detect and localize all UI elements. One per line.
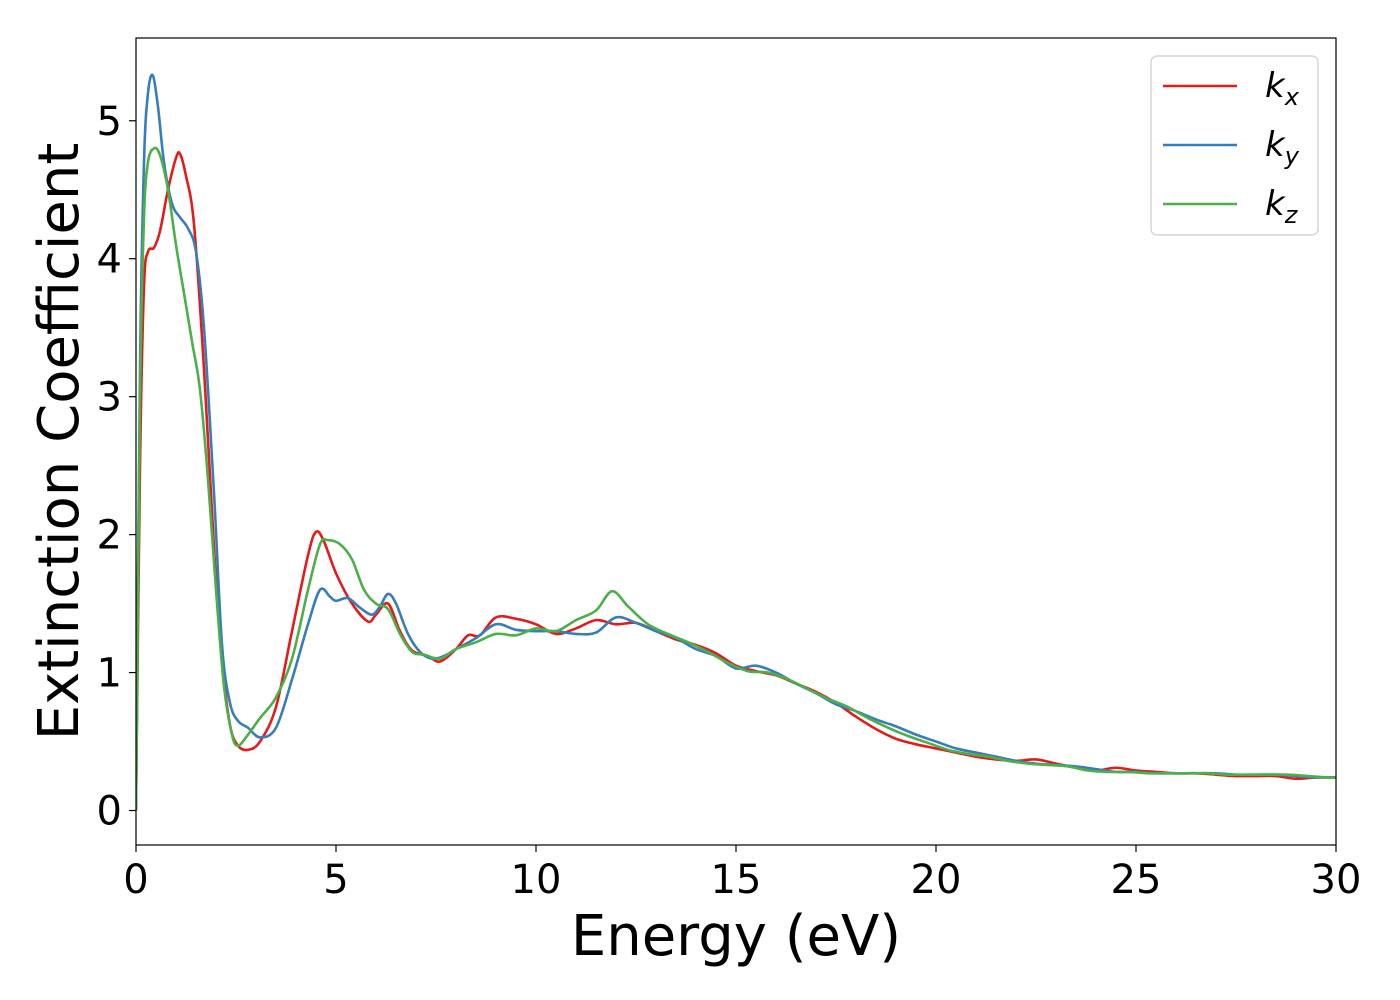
legend: kx ky kz [1150,55,1319,236]
series-layer [136,73,1336,811]
y-tick-label: 4 [97,237,122,283]
y-tick-label: 1 [97,651,122,697]
y-tick-label: 3 [97,375,122,421]
y-axis-label: Extinction Coefficient [27,143,92,741]
x-tick-label: 5 [323,857,348,903]
x-tick-label: 25 [1111,857,1162,903]
plot-frame [135,37,1337,846]
x-axis-label: Energy (eV) [571,904,901,969]
y-tick-label: 0 [97,789,122,835]
y-axis-ticks: 0 1 2 3 4 5 [97,99,136,835]
legend-label-ky: ky [1265,125,1300,170]
y-tick-label: 2 [97,513,122,559]
series-line-kz [136,146,1336,811]
x-axis-ticks: 0 5 10 15 20 25 30 [123,845,1361,903]
x-tick-label: 15 [711,857,762,903]
legend-label-kz: kz [1265,184,1299,229]
legend-label-kx: kx [1265,66,1300,111]
x-tick-label: 10 [511,857,562,903]
y-tick-label: 5 [97,99,122,145]
x-tick-label: 30 [1311,857,1362,903]
x-tick-label: 0 [123,857,148,903]
x-tick-label: 20 [911,857,962,903]
